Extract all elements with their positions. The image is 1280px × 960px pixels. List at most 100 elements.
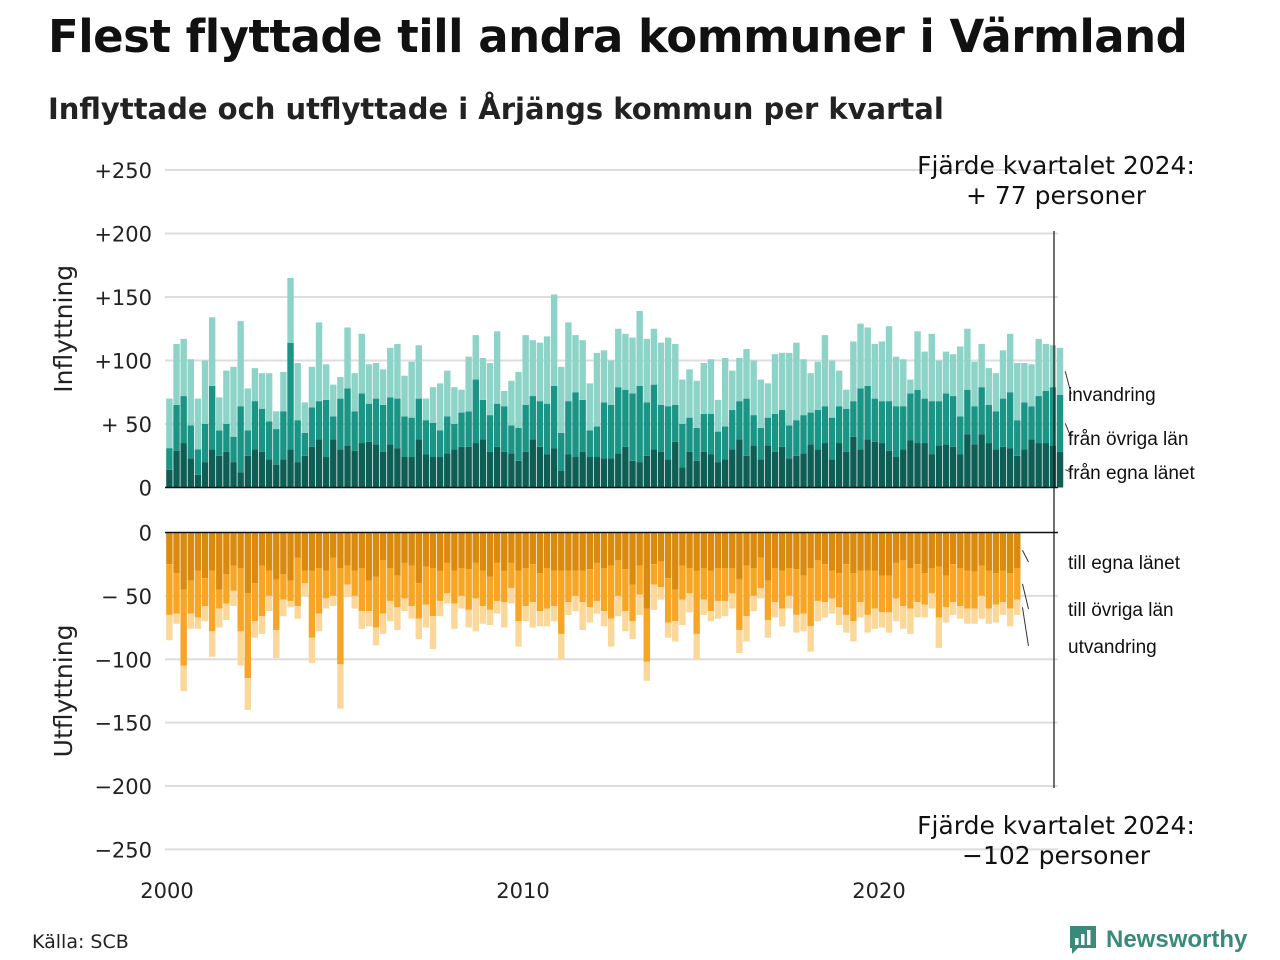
in-bar-q104-s1	[900, 449, 907, 488]
in-bar-q68-s3	[643, 338, 650, 403]
out-bar-q38-s3	[429, 616, 437, 650]
in-bar-q68-s1	[643, 455, 650, 488]
in-bar-q37-s3	[422, 398, 430, 421]
out-bar-q28-s2	[358, 567, 365, 612]
in-bar-q60-s2	[586, 430, 593, 458]
in-bar-q77-s1	[707, 454, 715, 488]
in-bar-q86-s3	[771, 354, 779, 414]
in-bar-q85-s2	[764, 417, 772, 446]
in-bar-q50-s2	[515, 427, 522, 461]
out-y-tick-label: −200	[94, 775, 152, 799]
in-bar-q34-s1	[401, 457, 408, 488]
out-bar-q77-s2	[707, 570, 715, 612]
in-bar-q17-s3	[280, 371, 287, 412]
in-bar-q124-s2	[1042, 390, 1049, 444]
out-bar-q1-s2	[166, 564, 173, 615]
in-bar-q11-s3	[237, 321, 244, 407]
in-bar-q86-s1	[771, 451, 779, 488]
out-bar-q43-s1	[465, 532, 472, 570]
out-bar-q96-s2	[843, 564, 850, 615]
out-bar-q34-s2	[401, 562, 408, 599]
out-series-leader	[1021, 607, 1029, 647]
out-bar-q82-s3	[743, 616, 750, 642]
in-bar-q65-s3	[622, 333, 629, 390]
out-y-tick-label: −150	[94, 712, 152, 736]
in-bar-q57-s3	[565, 322, 572, 402]
in-bar-q46-s3	[486, 363, 494, 416]
in-bar-q103-s2	[892, 406, 900, 458]
in-bar-q9-s3	[223, 370, 230, 424]
out-bar-q103-s1	[892, 532, 900, 563]
out-bar-q5-s2	[194, 570, 202, 618]
in-bar-q38-s3	[429, 387, 437, 423]
in-axis-label: Inflyttning	[49, 265, 78, 393]
out-bar-q5-s3	[194, 617, 202, 629]
out-annotation-line: Fjärde kvartalet 2024:	[917, 811, 1195, 840]
in-bar-q40-s2	[444, 416, 451, 454]
out-bar-q4-s3	[187, 613, 194, 629]
in-bar-q13-s2	[251, 401, 259, 450]
out-bar-q99-s2	[864, 570, 871, 615]
out-bar-q44-s2	[472, 562, 479, 599]
in-bar-q38-s2	[429, 422, 437, 458]
out-bar-q48-s3	[501, 602, 508, 628]
out-bar-q19-s2	[294, 557, 301, 607]
out-bar-q16-s3	[273, 630, 280, 658]
in-bar-q59-s3	[579, 340, 586, 400]
out-axis-label: Utflyttning	[49, 625, 78, 758]
in-bar-q82-s2	[743, 398, 750, 456]
out-bar-q23-s2	[322, 570, 330, 599]
in-bar-q51-s3	[522, 335, 529, 405]
out-bar-q70-s2	[657, 561, 665, 587]
out-bar-q78-s3	[714, 600, 722, 619]
out-bar-q88-s3	[786, 595, 793, 609]
in-bar-q115-s2	[978, 387, 985, 435]
out-bar-q81-s2	[736, 579, 743, 631]
in-bar-q85-s3	[764, 383, 772, 418]
out-bar-q36-s2	[415, 583, 422, 619]
in-bar-q114-s3	[971, 361, 978, 407]
out-bar-q97-s3	[850, 621, 857, 642]
out-bar-q111-s2	[949, 564, 957, 603]
in-bar-q55-s1	[550, 448, 558, 488]
out-bar-q24-s1	[330, 532, 337, 558]
in-bar-q95-s1	[835, 443, 843, 488]
out-bar-q81-s1	[736, 532, 743, 580]
in-bar-q24-s2	[330, 416, 337, 440]
in-bar-q45-s2	[479, 399, 487, 440]
in-bar-q48-s2	[501, 406, 508, 452]
in-bar-q40-s3	[444, 370, 451, 417]
out-bar-q61-s1	[593, 532, 601, 563]
in-bar-q60-s3	[586, 383, 593, 431]
in-bar-q74-s2	[686, 417, 693, 452]
out-bar-q91-s2	[807, 567, 814, 627]
in-bar-q6-s1	[201, 462, 209, 488]
out-bar-q68-s3	[643, 661, 650, 681]
in-bar-q57-s1	[565, 454, 572, 488]
out-bar-q69-s3	[650, 584, 658, 610]
out-bar-q47-s3	[493, 600, 501, 614]
out-bar-q31-s3	[379, 613, 387, 634]
out-bar-q54-s3	[543, 608, 551, 627]
in-bar-q50-s3	[515, 371, 522, 428]
in-bar-q71-s1	[664, 459, 672, 488]
out-bar-q119-s3	[1006, 608, 1014, 627]
out-bar-q37-s1	[422, 532, 430, 567]
in-bar-q38-s1	[429, 457, 437, 488]
out-bar-q98-s3	[857, 602, 864, 618]
out-bar-q94-s1	[828, 532, 836, 571]
out-bar-q55-s3	[550, 606, 558, 622]
out-bar-q75-s2	[693, 570, 700, 634]
out-bar-q44-s1	[472, 532, 479, 563]
out-bar-q98-s1	[857, 532, 864, 571]
out-bar-q117-s3	[992, 604, 1000, 623]
out-bar-q11-s3	[237, 631, 244, 666]
out-bar-q38-s2	[429, 567, 437, 617]
out-y-tick-label: 0	[139, 522, 152, 546]
in-bar-q81-s2	[736, 401, 743, 440]
out-bar-q87-s1	[778, 532, 786, 571]
out-bar-q37-s2	[422, 566, 430, 605]
in-bar-q73-s2	[679, 424, 686, 468]
in-bar-q70-s3	[657, 342, 665, 405]
in-bar-q125-s3	[1049, 345, 1057, 388]
